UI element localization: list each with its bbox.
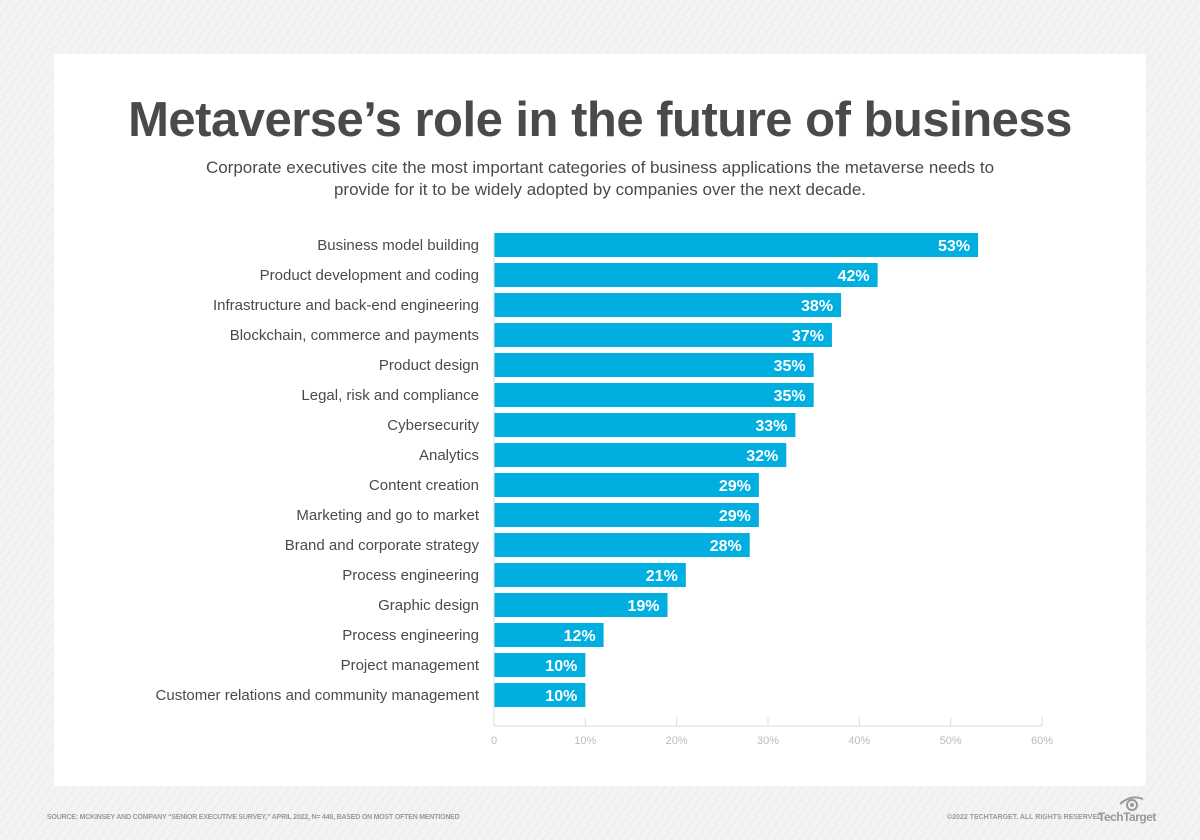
category-label: Process engineering: [342, 567, 479, 584]
source-note: SOURCE: MCKINSEY AND COMPANY “SENIOR EXE…: [47, 814, 460, 821]
data-label: 12%: [564, 628, 596, 645]
data-label: 21%: [646, 568, 678, 585]
x-tick-label: 50%: [940, 735, 962, 747]
data-label: 29%: [719, 508, 751, 525]
x-tick-label: 10%: [574, 735, 596, 747]
category-label: Marketing and go to market: [296, 507, 479, 524]
bar: [494, 533, 750, 557]
data-label: 35%: [774, 358, 806, 375]
bar: [494, 263, 878, 287]
category-label: Process engineering: [342, 627, 479, 644]
data-label: 19%: [628, 598, 660, 615]
x-tick-label: 40%: [848, 735, 870, 747]
copyright: ©2022 TECHTARGET. ALL RIGHTS RESERVED: [947, 814, 1103, 821]
category-label: Legal, risk and compliance: [301, 387, 479, 404]
eye-icon: [1119, 796, 1144, 811]
data-label: 53%: [938, 238, 970, 255]
data-label: 10%: [545, 688, 577, 705]
data-label: 28%: [710, 538, 742, 555]
bar: [494, 563, 686, 587]
bar: [494, 503, 759, 527]
category-label: Cybersecurity: [387, 417, 479, 434]
category-label: Blockchain, commerce and payments: [230, 327, 479, 344]
x-tick-label: 20%: [666, 735, 688, 747]
category-label: Graphic design: [378, 597, 479, 614]
bar: [494, 353, 814, 377]
category-label: Infrastructure and back-end engineering: [213, 297, 479, 314]
x-tick-label: 0: [491, 735, 497, 747]
data-label: 35%: [774, 388, 806, 405]
data-label: 38%: [801, 298, 833, 315]
data-label: 42%: [838, 268, 870, 285]
category-label: Customer relations and community managem…: [156, 687, 480, 704]
category-label: Business model building: [317, 237, 479, 254]
data-label: 29%: [719, 478, 751, 495]
data-label: 32%: [746, 448, 778, 465]
bar: [494, 413, 796, 437]
data-label: 37%: [792, 328, 824, 345]
bar: [494, 473, 759, 497]
bar: [494, 593, 668, 617]
bar: [494, 383, 814, 407]
x-tick-label: 60%: [1031, 735, 1053, 747]
bar: [494, 323, 832, 347]
chart-title: Metaverse’s role in the future of busine…: [128, 93, 1072, 147]
chart-subtitle: Corporate executives cite the most impor…: [205, 158, 995, 199]
category-label: Content creation: [369, 477, 479, 494]
category-label: Project management: [341, 657, 480, 674]
bar: [494, 683, 586, 707]
data-label: 10%: [545, 658, 577, 675]
bar: [494, 293, 842, 317]
data-label: 33%: [755, 418, 787, 435]
bar: [494, 443, 787, 467]
category-label: Product development and coding: [260, 267, 479, 284]
category-label: Brand and corporate strategy: [285, 537, 480, 554]
bar: [494, 653, 586, 677]
x-tick-label: 30%: [757, 735, 779, 747]
bar: [494, 623, 604, 647]
category-label: Analytics: [419, 447, 479, 464]
techtarget-logo: TechTarget: [1098, 796, 1156, 826]
category-label: Product design: [379, 357, 479, 374]
bar: [494, 233, 979, 257]
